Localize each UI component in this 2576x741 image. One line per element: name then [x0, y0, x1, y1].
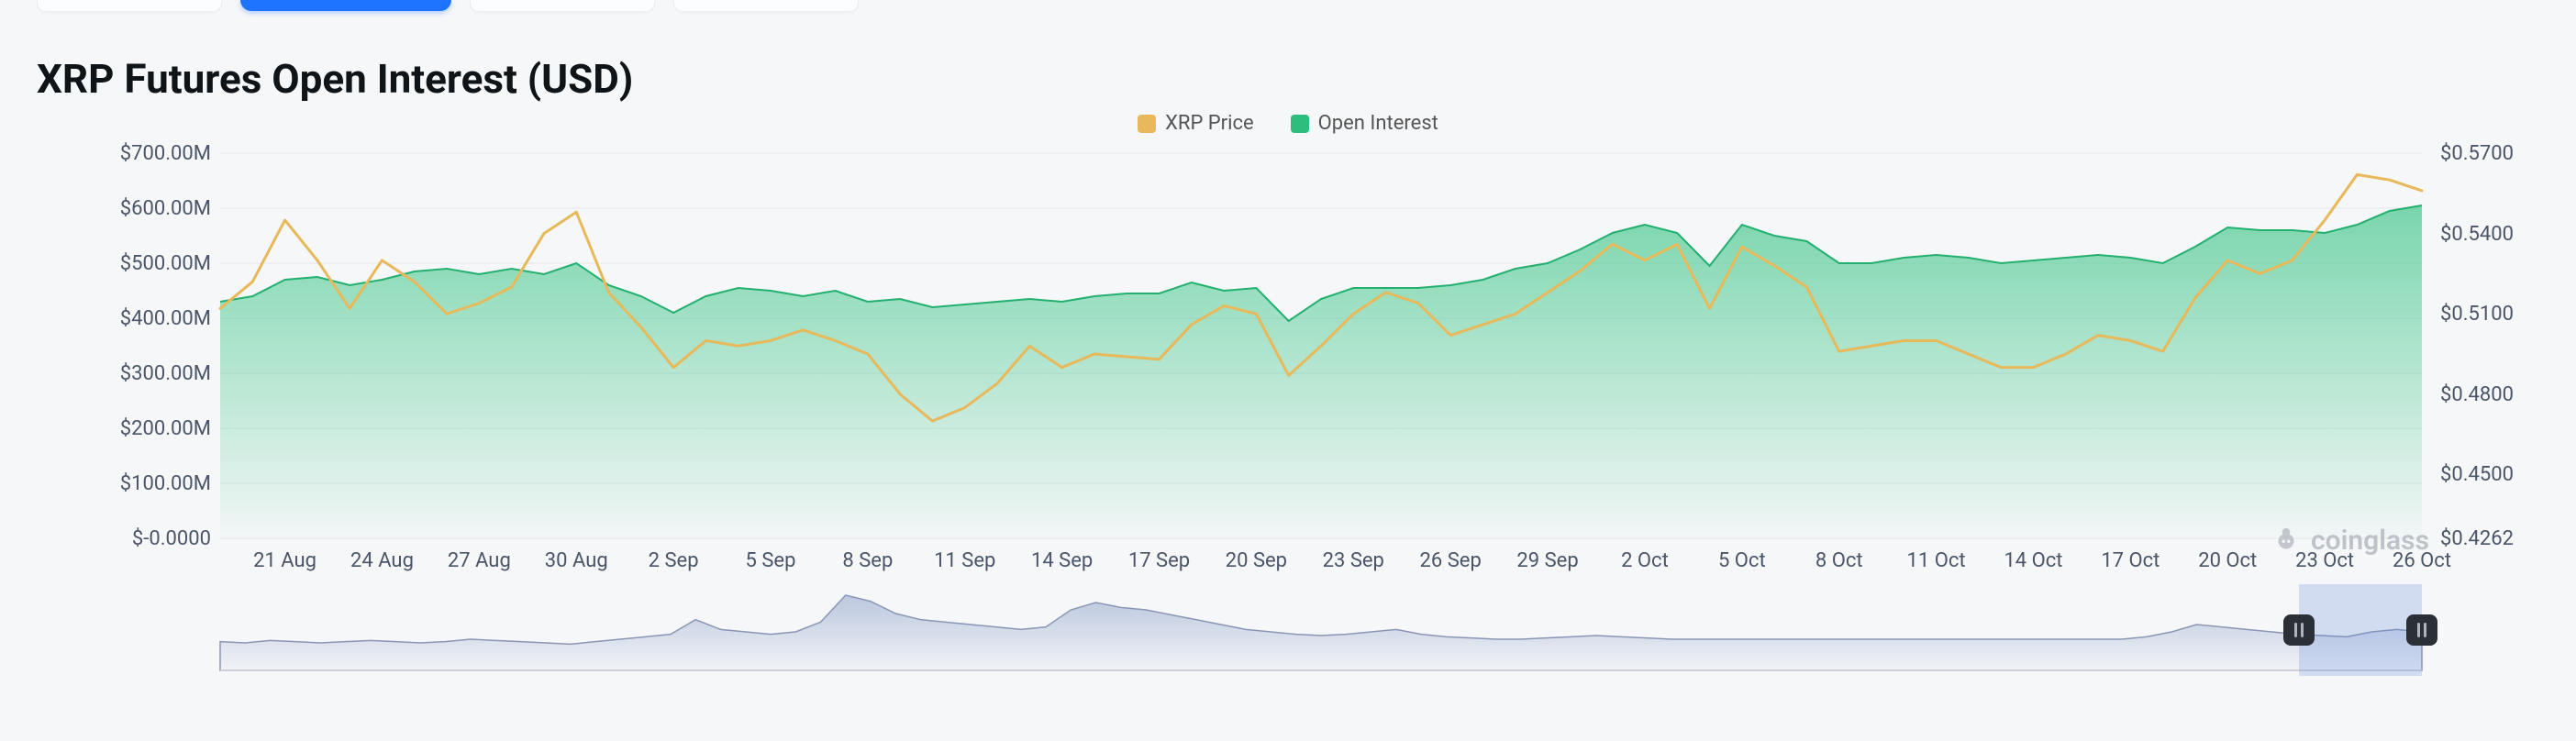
- x-tick-label: 23 Oct: [2295, 549, 2354, 572]
- y-left-tick-label: $-0.0000: [132, 527, 211, 550]
- y-left-tick-label: $100.00M: [120, 472, 211, 495]
- x-tick-label: 30 Aug: [545, 549, 608, 572]
- x-tick-label: 26 Sep: [1420, 549, 1482, 572]
- chart-legend: XRP Price Open Interest: [37, 112, 2539, 144]
- x-tick-label: 8 Oct: [1815, 549, 1863, 572]
- x-tick-label: 26 Oct: [2393, 549, 2451, 572]
- x-tick-label: 2 Oct: [1621, 549, 1669, 572]
- main-chart-svg: [37, 144, 2539, 566]
- x-tick-label: 14 Oct: [2004, 549, 2062, 572]
- y-right-tick-label: $0.4800: [2440, 383, 2514, 406]
- tab-ghost-2[interactable]: [470, 0, 655, 12]
- y-right-tick-label: $0.4262: [2440, 527, 2514, 550]
- x-tick-label: 17 Oct: [2101, 549, 2160, 572]
- x-tick-label: 2 Sep: [649, 549, 699, 572]
- legend-swatch-price: [1138, 115, 1156, 133]
- brush-handle-right[interactable]: [2406, 614, 2437, 646]
- x-tick-label: 5 Sep: [746, 549, 796, 572]
- x-tick-label: 20 Sep: [1226, 549, 1287, 572]
- x-tick-label: 23 Sep: [1323, 549, 1384, 572]
- range-brush[interactable]: [37, 584, 2539, 676]
- x-tick-label: 11 Oct: [1907, 549, 1966, 572]
- legend-label-price: XRP Price: [1165, 112, 1254, 135]
- y-right-tick-label: $0.4500: [2440, 463, 2514, 486]
- x-tick-label: 29 Sep: [1516, 549, 1578, 572]
- legend-swatch-oi: [1291, 115, 1309, 133]
- x-tick-label: 24 Aug: [350, 549, 414, 572]
- x-tick-label: 21 Aug: [253, 549, 316, 572]
- x-tick-label: 27 Aug: [448, 549, 511, 572]
- x-tick-label: 20 Oct: [2198, 549, 2257, 572]
- brush-selection[interactable]: [2299, 584, 2422, 676]
- tab-ghost-1[interactable]: [37, 0, 222, 12]
- x-tick-label: 14 Sep: [1031, 549, 1093, 572]
- x-tick-label: 5 Oct: [1718, 549, 1766, 572]
- y-left-tick-label: $600.00M: [120, 197, 211, 220]
- tab-strip: [37, 0, 859, 12]
- y-left-tick-label: $500.00M: [120, 252, 211, 275]
- x-tick-label: 8 Sep: [842, 549, 893, 572]
- legend-item-open-interest[interactable]: Open Interest: [1291, 112, 1438, 135]
- chart-title: XRP Futures Open Interest (USD): [37, 0, 2539, 112]
- y-left-tick-label: $300.00M: [120, 362, 211, 385]
- brush-handle-left[interactable]: [2283, 614, 2315, 646]
- y-right-tick-label: $0.5700: [2440, 142, 2514, 165]
- y-right-tick-label: $0.5400: [2440, 223, 2514, 246]
- y-right-tick-label: $0.5100: [2440, 303, 2514, 326]
- tab-ghost-3[interactable]: [673, 0, 859, 12]
- main-chart[interactable]: coinglass $700.00M$600.00M$500.00M$400.0…: [37, 144, 2539, 566]
- y-left-tick-label: $200.00M: [120, 417, 211, 440]
- legend-item-xrp-price[interactable]: XRP Price: [1138, 112, 1254, 135]
- y-left-tick-label: $400.00M: [120, 307, 211, 330]
- tab-active[interactable]: [240, 0, 451, 11]
- legend-label-oi: Open Interest: [1318, 112, 1438, 135]
- x-tick-label: 11 Sep: [934, 549, 995, 572]
- y-left-tick-label: $700.00M: [120, 142, 211, 165]
- brush-svg: [37, 584, 2539, 676]
- x-tick-label: 17 Sep: [1128, 549, 1190, 572]
